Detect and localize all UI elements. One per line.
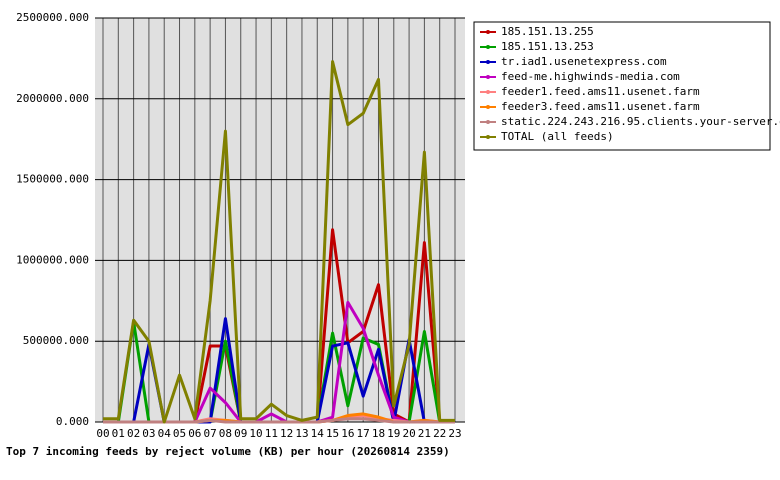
x-tick-label: 18	[372, 427, 385, 440]
legend-marker	[486, 30, 490, 34]
legend-marker	[486, 60, 490, 64]
x-tick-label: 03	[142, 427, 155, 440]
legend-label: static.224.243.216.95.clients.your-serve…	[501, 115, 780, 128]
series-line	[103, 417, 455, 424]
legend-label: feed-me.highwinds-media.com	[501, 70, 680, 83]
x-tick-label: 12	[280, 427, 293, 440]
x-tick-label: 06	[188, 427, 201, 440]
x-tick-label: 22	[433, 427, 446, 440]
x-tick-label: 01	[112, 427, 125, 440]
x-tick-label: 08	[219, 427, 232, 440]
x-tick-label: 14	[311, 427, 325, 440]
x-tick-label: 02	[127, 427, 140, 440]
x-tick-label: 09	[234, 427, 247, 440]
y-tick-label: 2500000.000	[16, 11, 89, 24]
legend-marker	[486, 90, 490, 94]
x-tick-label: 16	[341, 427, 354, 440]
chart-title: Top 7 incoming feeds by reject volume (K…	[6, 445, 450, 458]
y-tick-label: 1000000.000	[16, 253, 89, 266]
x-tick-label: 23	[448, 427, 461, 440]
x-tick-label: 11	[265, 427, 278, 440]
y-tick-label: 500000.000	[23, 334, 89, 347]
legend-label: feeder1.feed.ams11.usenet.farm	[501, 85, 700, 98]
legend-marker	[486, 45, 490, 49]
legend-label: tr.iad1.usenetexpress.com	[501, 55, 667, 68]
legend-marker	[486, 105, 490, 109]
x-tick-label: 20	[402, 427, 415, 440]
x-tick-label: 07	[204, 427, 217, 440]
x-tick-label: 10	[249, 427, 262, 440]
x-tick-label: 13	[295, 427, 308, 440]
x-tick-label: 17	[357, 427, 370, 440]
x-tick-label: 21	[418, 427, 431, 440]
y-tick-label: 0.000	[56, 415, 89, 428]
legend-box	[473, 21, 771, 151]
y-tick-label: 1500000.000	[16, 173, 89, 186]
legend-marker	[486, 135, 490, 139]
x-tick-label: 19	[387, 427, 400, 440]
y-tick-label: 2000000.000	[16, 92, 89, 105]
legend-label: feeder3.feed.ams11.usenet.farm	[501, 100, 700, 113]
x-tick-label: 00	[96, 427, 109, 440]
x-tick-label: 04	[158, 427, 172, 440]
series-line	[103, 60, 455, 424]
legend-marker	[486, 120, 490, 124]
legend-label: 185.151.13.253	[501, 40, 594, 53]
x-tick-label: 15	[326, 427, 339, 440]
x-tick-label: 05	[173, 427, 186, 440]
legend-label: 185.151.13.255	[501, 25, 594, 38]
plot-area	[95, 18, 465, 422]
legend-label: TOTAL (all feeds)	[501, 130, 614, 143]
legend-marker	[486, 75, 490, 79]
